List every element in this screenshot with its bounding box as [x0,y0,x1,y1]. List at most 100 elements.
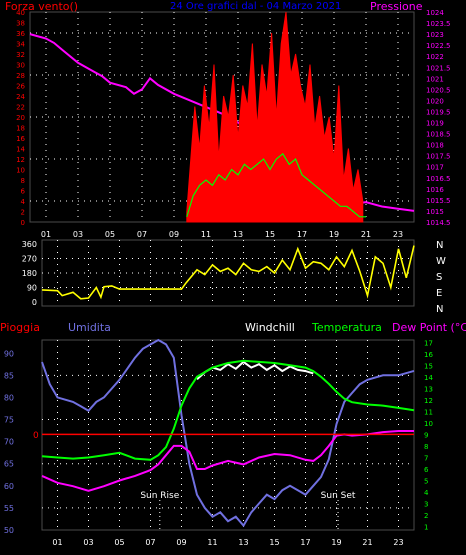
right-tick-label: 17 [424,339,433,347]
left-tick-label: 75 [4,416,14,425]
left-tick-label: 6 [21,188,26,196]
left-tick-label: 4 [21,198,26,206]
x-tick-label: 19 [329,230,339,239]
right-tick-label: 1018 [426,142,444,150]
legend-dew-point: Dew Point (°C) [392,321,466,334]
compass-label: N [436,240,443,251]
x-tick-label: 11 [201,230,211,239]
left-tick-label: 0 [21,219,25,227]
right-tick-label: 1019 [426,120,444,128]
right-tick-label: 7 [424,454,428,462]
right-tick-label: 1016.5 [426,175,451,183]
legend-rain: Pioggia [0,321,40,334]
wind-direction-series [41,245,415,300]
right-tick-label: 1017.5 [426,153,451,161]
panel3-annotations: Sun Rise Sun Set [140,491,356,530]
panel3-series [41,338,415,528]
right-tick-label: 1015.5 [426,197,451,205]
right-tick-label: 1019.5 [426,108,451,116]
x-tick-label: 03 [83,538,93,547]
left-tick-label: 2 [21,209,25,217]
left-tick-label: 70 [4,438,14,447]
left-tick-label: 18 [16,125,25,133]
x-tick-label: 05 [114,538,124,547]
right-tick-label: 1 [424,524,428,532]
compass-label: W [436,256,446,267]
x-tick-label: 13 [233,230,243,239]
right-tick-label: 14 [424,374,433,382]
left-tick-label: 30 [16,62,25,70]
wind_avg-series [186,152,366,218]
right-tick-label: 10 [424,420,433,428]
left-tick-label: 10 [16,167,25,175]
direction-tick-label: 360 [22,240,37,249]
right-tick-label: 4 [424,489,429,497]
right-tick-label: 1017 [426,164,444,172]
x-tick-label: 19 [331,538,341,547]
right-tick-label: 5 [424,477,428,485]
x-tick-label: 01 [52,538,62,547]
x-tick-label: 01 [41,230,51,239]
x-tick-label: 21 [362,538,372,547]
windchill-series [196,360,314,380]
right-tick-label: 1022.5 [426,42,451,50]
right-tick-label: 1015 [426,208,444,216]
direction-tick-label: 270 [22,255,37,264]
left-tick-label: 40 [16,9,25,17]
right-tick-label: 1020.5 [426,86,451,94]
dew_point-series [41,430,414,492]
left-tick-label: 28 [16,72,25,80]
right-tick-label: 2 [424,512,428,520]
rain-marker-label: 0 [33,431,39,441]
x-tick-label: 15 [265,230,275,239]
right-tick-label: 1021.5 [426,64,451,72]
right-tick-label: 13 [424,385,433,393]
direction-tick-label: 180 [22,269,37,278]
left-tick-label: 8 [21,177,25,185]
left-tick-label: 22 [16,104,25,112]
left-tick-label: 55 [4,504,14,513]
left-tick-label: 16 [16,135,25,143]
right-tick-label: 8 [424,443,428,451]
left-tick-label: 36 [16,30,25,38]
x-tick-label: 07 [137,230,147,239]
wind-speed-series [186,11,364,223]
left-tick-label: 14 [16,146,25,154]
wind-speed-label: Forza vento() [5,0,78,13]
x-tick-label: 17 [297,230,307,239]
right-tick-label: 3 [424,501,428,509]
right-tick-label: 1018.5 [426,131,451,139]
legend-humidity: Umidita [68,321,111,334]
direction-tick-label: 90 [27,284,37,293]
legend-windchill: Windchill [245,321,295,334]
panel3-x-ticks: 01 03 05 07 09 11 13 15 17 19 21 23 [52,538,403,547]
left-tick-label: 32 [16,51,25,59]
humidity-series [41,338,415,528]
x-tick-label: 17 [300,538,310,547]
x-tick-label: 21 [361,230,371,239]
chart-title: 24 Ore grafici dal - 04 Marzo 2021 [170,1,341,12]
left-tick-label: 38 [16,20,25,28]
left-tick-label: 60 [4,482,14,491]
panel1-series [29,11,415,223]
pressure-label: Pressione [370,0,423,13]
right-tick-label: 9 [424,431,428,439]
x-tick-label: 09 [176,538,186,547]
right-tick-label: 1023 [426,31,444,39]
x-tick-label: 13 [238,538,248,547]
right-tick-label: 1014.5 [426,219,451,227]
left-tick-label: 26 [16,83,25,91]
right-tick-label: 15 [424,362,433,370]
right-tick-label: 1020 [426,97,444,105]
right-tick-label: 12 [424,397,433,405]
panel2-series [41,245,415,300]
x-tick-label: 03 [73,230,83,239]
panel3-grid [42,340,414,530]
right-tick-label: 1022 [426,53,444,61]
